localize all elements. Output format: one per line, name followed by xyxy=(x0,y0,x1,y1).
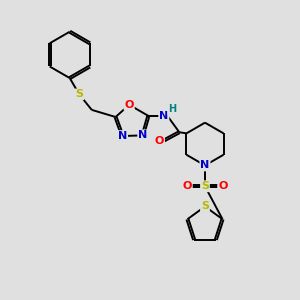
Text: O: O xyxy=(155,136,164,146)
Text: N: N xyxy=(138,130,147,140)
Text: S: S xyxy=(75,89,83,99)
Text: O: O xyxy=(124,100,134,110)
Text: S: S xyxy=(201,202,209,212)
Text: N: N xyxy=(118,131,127,141)
Text: O: O xyxy=(218,181,227,191)
Text: O: O xyxy=(182,181,192,191)
Text: N: N xyxy=(159,111,168,121)
Text: H: H xyxy=(168,104,176,114)
Text: N: N xyxy=(200,160,210,170)
Text: S: S xyxy=(201,181,209,191)
